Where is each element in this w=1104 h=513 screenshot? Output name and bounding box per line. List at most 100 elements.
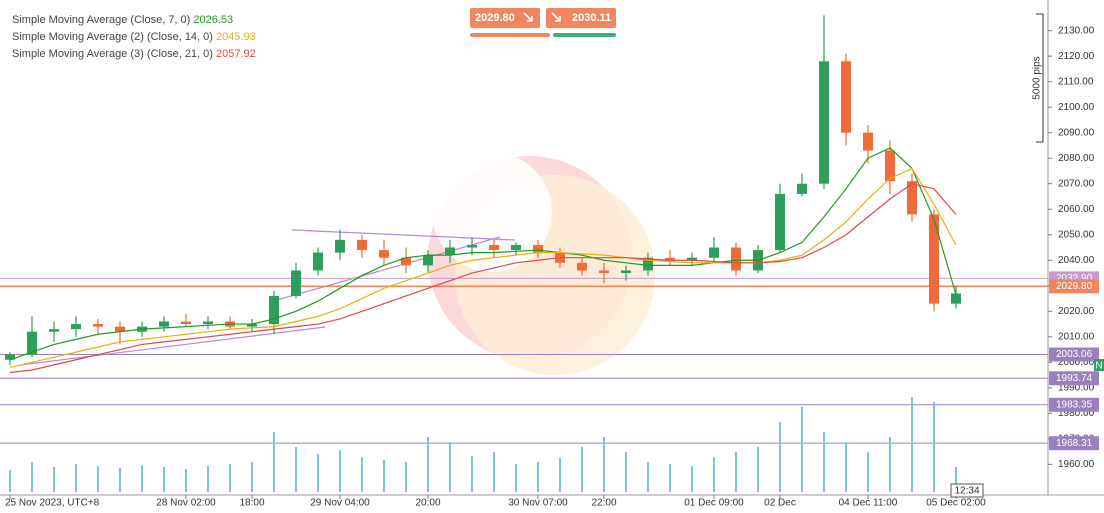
y-tick-label: 2040.00 xyxy=(1058,255,1095,266)
volume-bar xyxy=(31,462,33,492)
volume-bar xyxy=(207,466,209,492)
volume-bar xyxy=(383,460,385,492)
y-tick-label: 2070.00 xyxy=(1058,178,1095,189)
volume-bar xyxy=(295,447,297,492)
volume-bar xyxy=(669,464,671,492)
level-label: 1993.74 xyxy=(1056,373,1093,384)
volume-bar xyxy=(361,457,363,492)
volume-bar xyxy=(471,456,473,492)
level-label: 2003.06 xyxy=(1056,349,1093,360)
x-tick-label: 30 Nov 07:00 xyxy=(508,498,568,509)
volume-bar xyxy=(449,442,451,492)
candle-body xyxy=(5,354,15,360)
volume-bar xyxy=(9,470,11,492)
volume-bar xyxy=(955,467,957,492)
volume-bar xyxy=(779,422,781,492)
candle-body xyxy=(489,244,499,251)
candle-body xyxy=(687,257,697,261)
y-tick-label: 2020.00 xyxy=(1058,306,1095,317)
candle-body xyxy=(335,239,345,253)
candle-body xyxy=(445,247,455,256)
level-label: 2032.90 xyxy=(1056,273,1093,284)
volume-bar xyxy=(493,452,495,492)
legend-name: Simple Moving Average (Close, 7, 0) xyxy=(12,14,190,26)
volume-bar xyxy=(427,437,429,492)
ruler-label: 5000 pips xyxy=(1032,56,1043,99)
legend-value: 2045.93 xyxy=(216,31,256,43)
candle-body xyxy=(71,324,81,330)
y-tick-label: 2050.00 xyxy=(1058,229,1095,240)
volume-bar xyxy=(141,465,143,492)
level-label-bg xyxy=(1049,279,1099,294)
volume-bar xyxy=(933,402,935,492)
volume-bar xyxy=(625,452,627,492)
candle-body xyxy=(841,61,851,133)
candle-body xyxy=(863,132,873,151)
marker xyxy=(1094,359,1104,371)
volume-bar xyxy=(405,462,407,492)
buy-button[interactable]: 2030.11 xyxy=(546,8,616,37)
ruler xyxy=(1036,13,1044,143)
level-label-bg xyxy=(1049,397,1099,412)
buy-price[interactable]: 2030.11 xyxy=(572,12,611,24)
x-tick-label: 29 Nov 04:00 xyxy=(310,498,370,509)
ma-line xyxy=(9,147,957,361)
candle-body xyxy=(665,257,675,261)
level-label: 1968.31 xyxy=(1056,438,1093,449)
legend-name: Simple Moving Average (3) (Close, 21, 0) xyxy=(12,48,213,60)
y-tick-label: 1960.00 xyxy=(1058,459,1095,470)
x-tick-label: 02 Dec xyxy=(764,498,796,509)
volume-bar xyxy=(889,437,891,492)
y-tick-label: 2000.00 xyxy=(1058,357,1095,368)
volume-bar xyxy=(581,447,583,492)
x-tick-label: 25 Nov 2023, UTC+8 xyxy=(5,498,100,509)
volume-bar xyxy=(867,452,869,492)
candle-body xyxy=(203,321,213,325)
volume-bar xyxy=(845,442,847,492)
candle-body xyxy=(951,293,961,304)
volume-bar xyxy=(757,447,759,492)
y-tick-label: 2130.00 xyxy=(1058,25,1095,36)
ma-line xyxy=(9,183,957,374)
candle-body xyxy=(93,324,103,327)
candle-body xyxy=(313,252,323,271)
ma-line xyxy=(9,167,957,369)
sell-button[interactable]: 2029.80 xyxy=(470,8,550,37)
y-tick-label: 2110.00 xyxy=(1058,76,1094,87)
marker-label: N xyxy=(1095,361,1102,372)
watermark xyxy=(428,152,655,375)
candle-body xyxy=(885,150,895,182)
y-tick-label: 2090.00 xyxy=(1058,127,1095,138)
volume-bar xyxy=(559,458,561,492)
x-tick-label: 04 Dec 11:00 xyxy=(839,498,898,509)
legend-value: 2026.53 xyxy=(193,14,233,26)
volume-bar xyxy=(339,450,341,492)
x-tick-label: 28 Nov 02:00 xyxy=(156,498,216,509)
countdown-box xyxy=(950,483,984,498)
candle-body xyxy=(907,181,917,215)
sell-price[interactable]: 2029.80 xyxy=(475,12,515,24)
volume-bar xyxy=(647,462,649,492)
level-label-bg xyxy=(1049,436,1099,451)
x-tick-label: 22:00 xyxy=(591,498,616,509)
volume-bar xyxy=(251,462,253,492)
candle-body xyxy=(181,321,191,325)
candle-body xyxy=(423,255,433,266)
candle-body xyxy=(49,329,59,332)
candle-body xyxy=(379,250,389,258)
y-tick-label: 2100.00 xyxy=(1058,102,1095,113)
x-tick-label: 05 Dec 02:00 xyxy=(926,498,986,509)
candle-body xyxy=(467,244,477,248)
countdown: 12:34 xyxy=(954,486,979,497)
volume-bar xyxy=(53,467,55,492)
candle-body xyxy=(797,183,807,194)
volume-bar xyxy=(119,468,121,492)
candle-body xyxy=(929,214,939,304)
candle-body xyxy=(643,257,653,271)
level-label-bg xyxy=(1049,371,1099,386)
candle-body xyxy=(159,321,169,327)
candle-body xyxy=(401,257,411,266)
candle-body xyxy=(577,262,587,271)
y-tick-label: 2010.00 xyxy=(1058,331,1095,342)
